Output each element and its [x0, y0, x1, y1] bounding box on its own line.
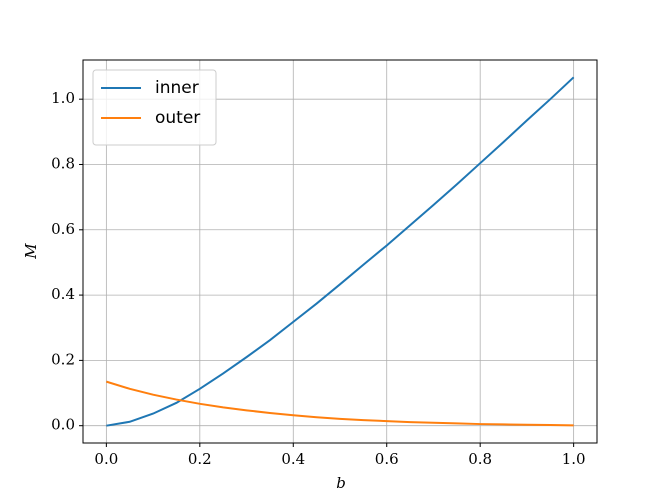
line-series — [106, 76, 575, 427]
y-tick-label: 0.0 — [51, 416, 75, 434]
y-tick-label: 0.2 — [51, 350, 75, 368]
x-tick-label: 0.0 — [94, 450, 118, 468]
y-tick-label: 1.0 — [51, 89, 75, 107]
x-tick-label: 0.4 — [281, 450, 305, 468]
legend-label: inner — [155, 78, 199, 98]
y-tick-label: 0.4 — [51, 285, 75, 303]
y-tick-label: 0.8 — [51, 154, 75, 172]
x-tick-label: 0.6 — [375, 450, 399, 468]
x-tick-label: 1.0 — [562, 450, 586, 468]
y-axis-label: M — [22, 243, 40, 260]
line-series — [106, 380, 574, 427]
x-axis-label: b — [336, 474, 346, 492]
legend-label: outer — [155, 108, 200, 128]
x-tick-label: 0.2 — [188, 450, 212, 468]
y-tick-label: 0.6 — [51, 220, 75, 238]
x-tick-label: 0.8 — [468, 450, 492, 468]
axes-frame — [82, 59, 598, 444]
